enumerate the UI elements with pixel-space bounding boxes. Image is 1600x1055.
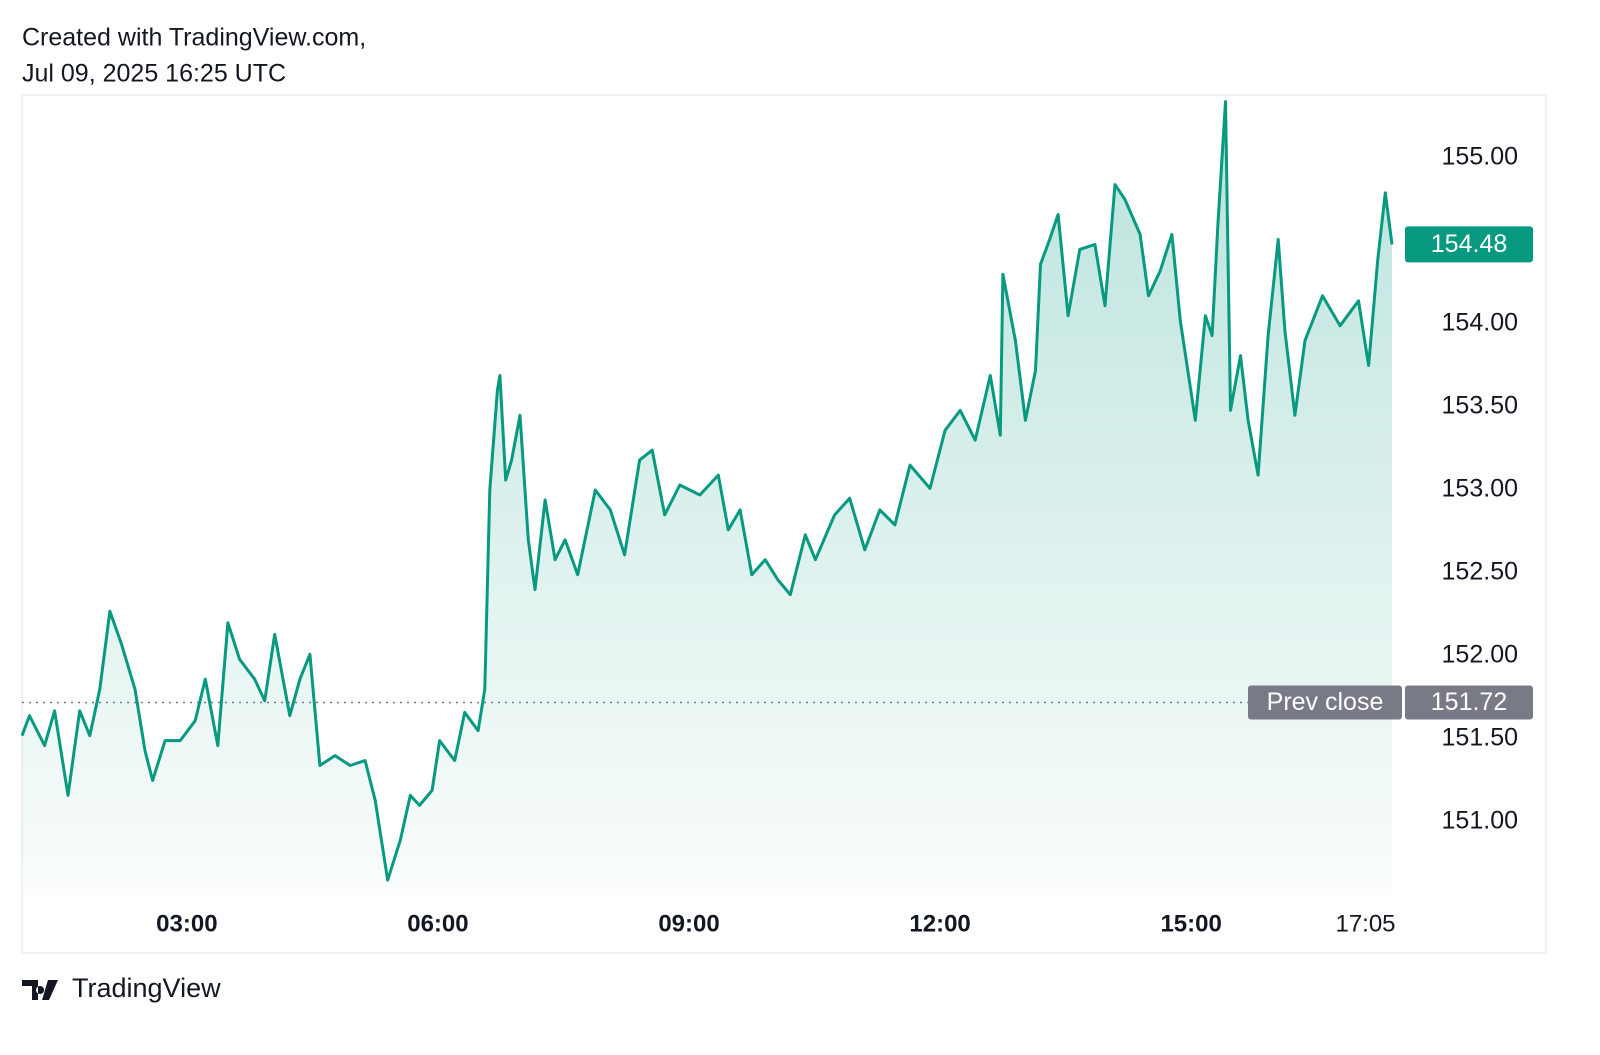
brand-logo (22, 980, 58, 1000)
x-tick-label: 06:00 (407, 910, 468, 937)
prev-close-value: 151.72 (1431, 688, 1507, 716)
prev-close-value-badge (1405, 685, 1533, 720)
price-line (20, 100, 1394, 882)
header-line: Created with TradingView.com, (22, 24, 366, 52)
y-tick-label: 151.00 (1442, 807, 1518, 835)
y-tick-label: 154.00 (1442, 309, 1518, 337)
y-tick-label: 153.00 (1442, 475, 1518, 503)
x-tick-label: 17:05 (1335, 910, 1395, 937)
last-price-badge (1405, 226, 1533, 263)
y-tick-label: 152.00 (1442, 641, 1518, 669)
prev-close-badge (1248, 685, 1402, 720)
chart-frame (21, 94, 1547, 954)
header-line: Jul 09, 2025 16:25 UTC (22, 60, 286, 88)
x-tick-label: 09:00 (658, 910, 719, 937)
x-tick-label: 15:00 (1160, 910, 1221, 937)
y-tick-label: 152.50 (1442, 558, 1518, 586)
y-tick-label: 153.50 (1442, 392, 1518, 420)
price-area (22, 101, 1392, 896)
y-tick-label: 155.00 (1442, 143, 1518, 171)
x-tick-label: 03:00 (156, 910, 217, 937)
last-price-label: 154.48 (1431, 230, 1507, 258)
y-tick-label: 151.50 (1442, 724, 1518, 752)
prev-close-label: Prev close (1267, 688, 1384, 716)
x-tick-label: 12:00 (909, 910, 970, 937)
brand-name[interactable]: TradingView (72, 973, 221, 1003)
